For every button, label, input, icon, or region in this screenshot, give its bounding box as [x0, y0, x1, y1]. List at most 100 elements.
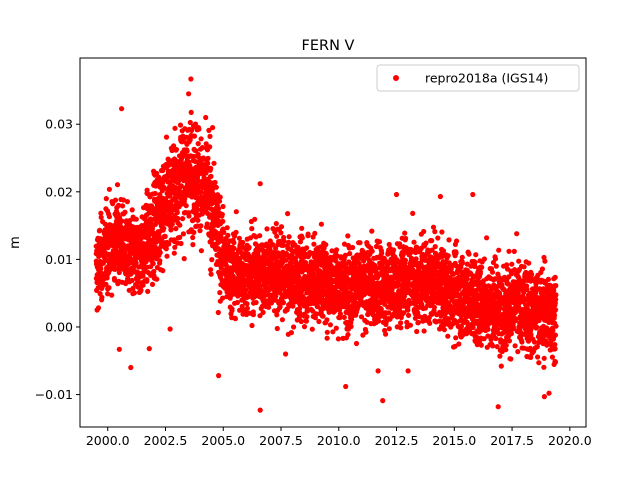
- data-point: [363, 329, 369, 335]
- data-point: [496, 247, 502, 253]
- data-point: [208, 173, 214, 179]
- data-point: [184, 134, 190, 140]
- data-point: [333, 247, 340, 253]
- data-point: [257, 233, 263, 239]
- data-point: [180, 231, 186, 237]
- data-point: [179, 155, 185, 161]
- data-point: [376, 318, 382, 324]
- data-point: [216, 198, 223, 204]
- data-point: [407, 322, 413, 328]
- data-point: [323, 251, 329, 257]
- data-point: [145, 288, 151, 294]
- data-point: [218, 234, 224, 240]
- data-point: [411, 239, 417, 245]
- data-point: [379, 250, 385, 256]
- data-point: [312, 230, 318, 236]
- data-point: [503, 342, 509, 348]
- data-point: [116, 202, 122, 208]
- data-point: [217, 290, 223, 296]
- data-point: [445, 333, 451, 339]
- data-point: [175, 215, 181, 222]
- data-point: [312, 315, 318, 321]
- data-point: [506, 338, 512, 344]
- data-point: [231, 245, 237, 251]
- data-point: [477, 269, 483, 275]
- data-point: [172, 125, 178, 131]
- data-point: [309, 326, 315, 332]
- data-point: [531, 339, 538, 345]
- data-point: [213, 184, 219, 190]
- data-point: [415, 319, 421, 326]
- data-point: [180, 216, 186, 222]
- data-point: [512, 343, 518, 349]
- data-point: [472, 259, 478, 265]
- data-point: [278, 230, 284, 236]
- data-point: [289, 252, 295, 258]
- data-point: [509, 261, 515, 267]
- data-point: [402, 230, 408, 236]
- data-point: [279, 317, 285, 323]
- data-point: [288, 330, 294, 336]
- data-point: [177, 222, 183, 228]
- data-point: [177, 234, 183, 240]
- data-point: [206, 127, 212, 133]
- data-point: [250, 312, 256, 318]
- data-point: [337, 311, 343, 317]
- data-point: [161, 225, 167, 231]
- data-point: [195, 141, 201, 147]
- data-point: [257, 313, 263, 319]
- data-point: [169, 221, 175, 227]
- data-point: [106, 186, 112, 192]
- data-point: [288, 260, 294, 266]
- data-point: [262, 293, 268, 299]
- data-point: [168, 226, 174, 232]
- data-point: [345, 332, 351, 338]
- data-point: [333, 325, 339, 331]
- data-point: [430, 224, 437, 230]
- data-point: [192, 121, 199, 127]
- data-point: [378, 306, 384, 312]
- data-point: [178, 240, 184, 247]
- data-point: [493, 335, 499, 342]
- data-point: [286, 234, 292, 240]
- data-point: [405, 312, 412, 318]
- data-point: [187, 119, 193, 126]
- data-point: [106, 285, 112, 291]
- data-point: [149, 281, 156, 287]
- data-point: [163, 134, 170, 140]
- data-point: [102, 221, 108, 227]
- data-point: [207, 133, 213, 139]
- data-point: [198, 248, 204, 254]
- data-point: [534, 324, 540, 330]
- data-point: [369, 228, 375, 234]
- data-point: [245, 294, 251, 300]
- data-point: [140, 273, 146, 279]
- data-point: [503, 347, 509, 353]
- data-point: [237, 307, 243, 313]
- data-point: [445, 253, 451, 259]
- data-point: [244, 301, 250, 307]
- data-point: [198, 136, 204, 142]
- data-point: [335, 336, 341, 342]
- data-point: [120, 197, 127, 203]
- data-point: [456, 341, 462, 347]
- data-point: [391, 247, 397, 253]
- data-point: [459, 254, 465, 260]
- data-point: [208, 271, 214, 277]
- data-point: [150, 261, 156, 267]
- data-point: [173, 226, 179, 232]
- data-point: [324, 317, 330, 323]
- data-point: [249, 322, 255, 329]
- data-point: [98, 210, 104, 216]
- data-point: [198, 223, 204, 229]
- data-point: [277, 238, 283, 244]
- data-point: [376, 239, 383, 245]
- data-point: [243, 287, 249, 293]
- data-series-points: [93, 76, 559, 413]
- data-point: [186, 213, 192, 219]
- data-point: [219, 211, 225, 217]
- data-point: [157, 250, 163, 256]
- data-point: [224, 225, 230, 231]
- data-point: [270, 242, 276, 248]
- data-point: [181, 256, 187, 262]
